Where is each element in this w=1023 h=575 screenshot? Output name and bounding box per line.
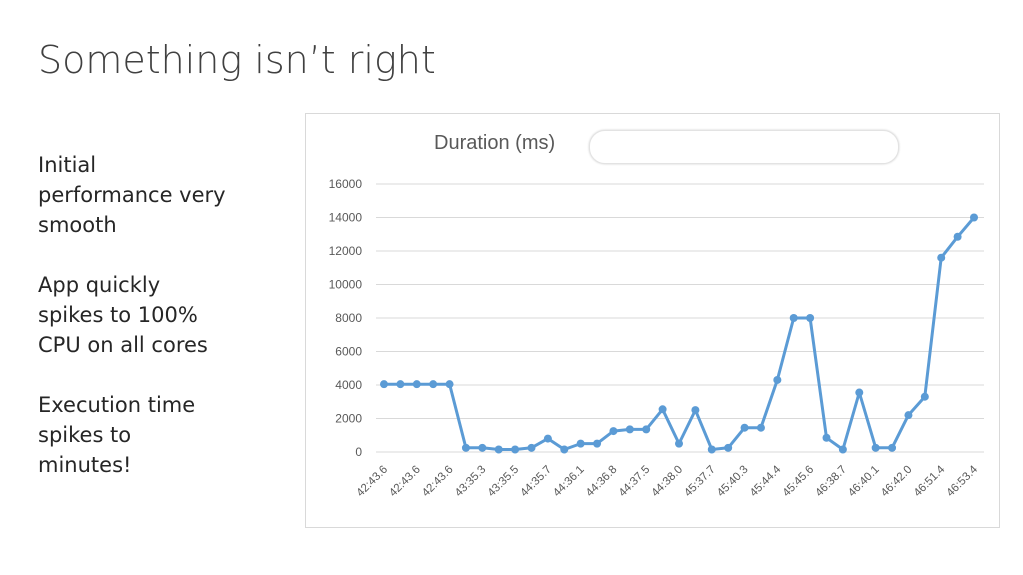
x-tick-label: 42:43.6	[420, 464, 456, 500]
x-tick-label: 45:44.4	[748, 463, 784, 499]
data-point	[494, 445, 503, 454]
data-point	[953, 232, 962, 241]
x-tick-label: 44:38.0	[650, 464, 686, 500]
chart-container: Duration (ms) 0 2000 4000 6000 8000 10000 1200…	[305, 113, 1000, 528]
y-tick-label: 0	[355, 445, 362, 459]
x-tick-label: 42:43.6	[355, 464, 391, 500]
line-chart: 0 2000 4000 6000 8000 10000 12000 14000 16000 42:…	[329, 177, 984, 500]
data-point	[937, 253, 946, 262]
data-point	[380, 380, 388, 389]
data-point	[691, 406, 700, 415]
data-point	[609, 427, 618, 436]
x-tick-label: 43:35.5	[486, 464, 522, 500]
slide-title: Something isn’t right	[38, 38, 436, 82]
data-point	[707, 445, 716, 454]
bullet-execution-time: Execution time spikes to minutes!	[38, 393, 196, 477]
bullet-cpu-spike: App quickly spikes to 100% CPU on all co…	[38, 273, 208, 357]
redacted-area	[589, 130, 899, 164]
y-tick-label: 2000	[335, 412, 362, 426]
data-point	[838, 445, 847, 454]
y-tick-label: 14000	[329, 211, 363, 225]
data-point	[461, 443, 470, 452]
data-point	[806, 314, 815, 322]
data-point	[412, 380, 421, 389]
data-point	[724, 443, 733, 452]
data-point	[511, 445, 520, 454]
data-point	[904, 411, 913, 420]
x-tick-label: 46:40.1	[846, 464, 882, 500]
data-point	[527, 443, 536, 452]
bullet-list: Initial performance very smooth App quic…	[38, 150, 278, 510]
chart-title: Duration (ms)	[434, 132, 556, 154]
bullet-initial-performance: Initial performance very smooth	[38, 153, 226, 237]
data-point	[478, 443, 487, 452]
x-tick-label: 44:36.1	[551, 464, 587, 500]
data-point	[871, 443, 880, 452]
x-tick-label: 46:38.7	[813, 464, 849, 500]
x-tick-label: 43:35.3	[453, 464, 489, 500]
y-tick-label: 10000	[329, 278, 363, 292]
data-point	[429, 380, 438, 389]
data-point	[675, 439, 683, 448]
x-tick-label: 46:42.0	[879, 464, 915, 500]
x-tick-label: 44:37.5	[617, 464, 653, 500]
data-point	[822, 433, 831, 442]
x-tick-label: 45:45.6	[781, 464, 817, 500]
x-tick-label: 46:51.4	[912, 463, 948, 499]
y-tick-label: 8000	[335, 311, 362, 325]
x-tick-label: 44:36.8	[584, 464, 620, 500]
x-tick-label: 44:35.7	[518, 464, 554, 500]
data-point	[789, 314, 798, 322]
x-tick-label: 46:53.4	[945, 463, 981, 499]
data-point	[970, 213, 978, 222]
x-tick-label: 45:40.3	[715, 464, 751, 500]
data-point	[740, 423, 749, 432]
data-point	[396, 380, 405, 389]
x-tick-label: 45:37.7	[682, 464, 718, 500]
data-point	[658, 405, 667, 414]
data-point	[445, 380, 454, 389]
data-point	[773, 375, 782, 384]
data-point	[576, 439, 585, 448]
data-point	[855, 388, 864, 397]
series-line	[384, 216, 976, 451]
data-point	[920, 392, 929, 401]
data-point	[543, 434, 552, 443]
data-point	[642, 425, 651, 434]
y-tick-label: 16000	[329, 177, 363, 191]
data-point	[888, 443, 897, 452]
x-tick-label: 42:43.6	[387, 464, 423, 500]
data-point	[593, 439, 602, 448]
y-tick-label: 6000	[335, 345, 362, 359]
y-tick-label: 4000	[335, 378, 362, 392]
data-point	[625, 425, 634, 434]
data-point	[560, 445, 569, 454]
data-point	[756, 423, 765, 432]
y-tick-label: 12000	[329, 244, 363, 258]
